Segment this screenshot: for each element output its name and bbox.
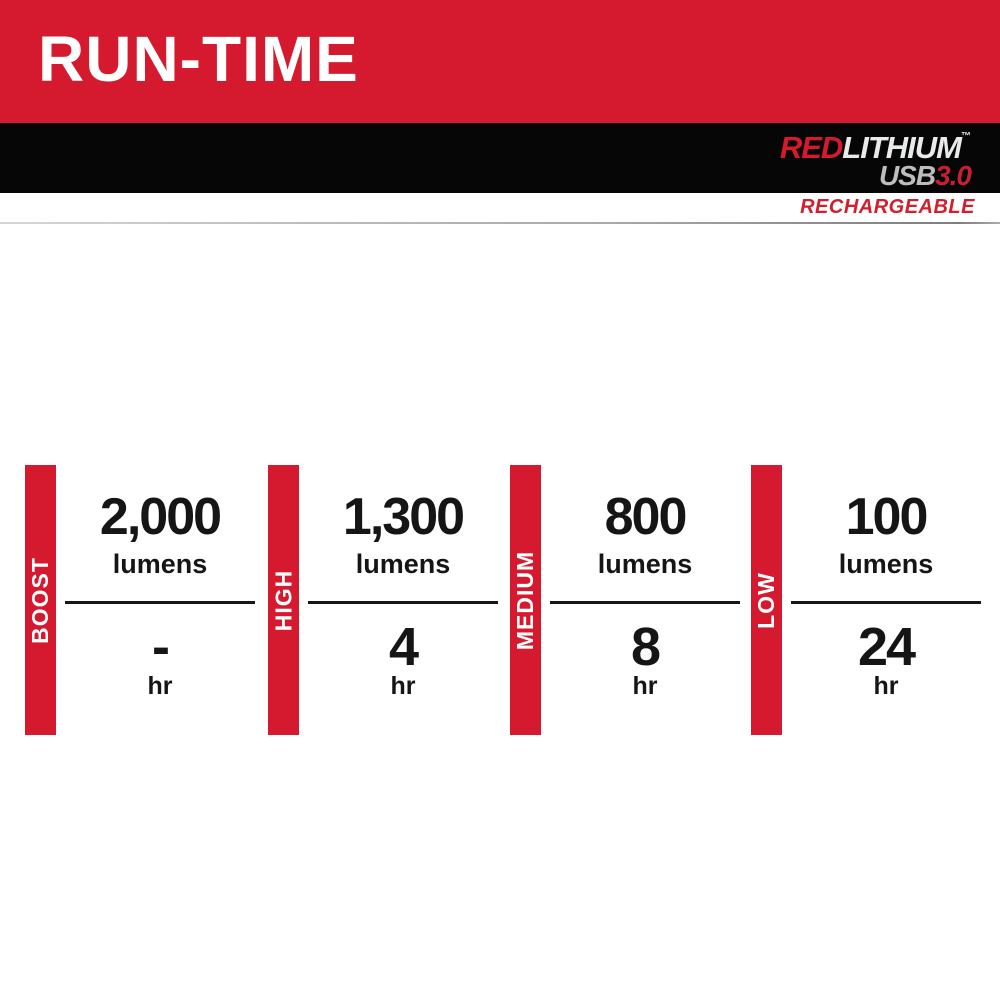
brand-line1: REDLITHIUM™ <box>779 130 971 165</box>
brand-usb-text: USB <box>878 160 936 191</box>
divider-line <box>550 601 740 604</box>
divider-line <box>65 601 255 604</box>
column-content: 2,000 lumens - hr <box>65 465 255 699</box>
column-content: 800 lumens 8 hr <box>550 465 740 699</box>
runtime-column-boost: BOOST 2,000 lumens - hr <box>25 465 257 735</box>
brand-lithium-text: LITHIUM <box>842 130 962 165</box>
brand-red-text: RED <box>779 130 843 165</box>
lumens-unit: lumens <box>112 549 208 579</box>
hours-value: 4 <box>388 617 419 677</box>
brand-bar: REDLITHIUM™ USB3.0 <box>0 123 1000 193</box>
hours-unit: hr <box>390 672 416 700</box>
hours-unit: hr <box>147 672 173 700</box>
mode-bar: LOW <box>751 465 782 735</box>
runtime-column-medium: MEDIUM 800 lumens 8 hr <box>510 465 742 735</box>
header-band: RUN-TIME <box>0 0 1000 123</box>
divider-line <box>791 601 981 604</box>
mode-bar: MEDIUM <box>510 465 541 735</box>
mode-label: BOOST <box>27 556 53 644</box>
runtime-column-high: HIGH 1,300 lumens 4 hr <box>268 465 500 735</box>
lumens-unit: lumens <box>355 549 451 579</box>
mode-bar: BOOST <box>25 465 56 735</box>
lumens-unit: lumens <box>838 549 934 579</box>
lumens-value: 800 <box>604 488 688 546</box>
rechargeable-tagline: RECHARGEABLE <box>800 196 975 218</box>
hours-value: 24 <box>857 617 916 677</box>
hours-unit: hr <box>873 672 899 700</box>
mode-label: MEDIUM <box>512 550 538 650</box>
lumens-unit: lumens <box>597 549 693 579</box>
sub-strip: RECHARGEABLE <box>0 193 1000 222</box>
lumens-value: 100 <box>845 488 929 546</box>
mode-bar: HIGH <box>268 465 299 735</box>
runtime-column-low: LOW 100 lumens 24 hr <box>751 465 983 735</box>
column-content: 100 lumens 24 hr <box>791 465 981 699</box>
divider-line <box>308 601 498 604</box>
mode-label: HIGH <box>270 569 296 631</box>
trademark-symbol: ™ <box>961 131 971 142</box>
mode-label: LOW <box>753 571 779 629</box>
hours-value: 8 <box>630 617 661 677</box>
divider-rule <box>0 222 1000 224</box>
column-content: 1,300 lumens 4 hr <box>308 465 498 699</box>
lumens-value: 1,300 <box>342 488 465 546</box>
page-title: RUN-TIME <box>38 23 359 95</box>
brand-version-text: 3.0 <box>935 160 972 191</box>
lumens-value: 2,000 <box>99 488 222 546</box>
hours-unit: hr <box>632 672 658 700</box>
redlithium-logo: REDLITHIUM™ USB3.0 <box>779 130 972 191</box>
brand-line2: USB3.0 <box>780 160 972 191</box>
hours-value: - <box>152 617 170 677</box>
